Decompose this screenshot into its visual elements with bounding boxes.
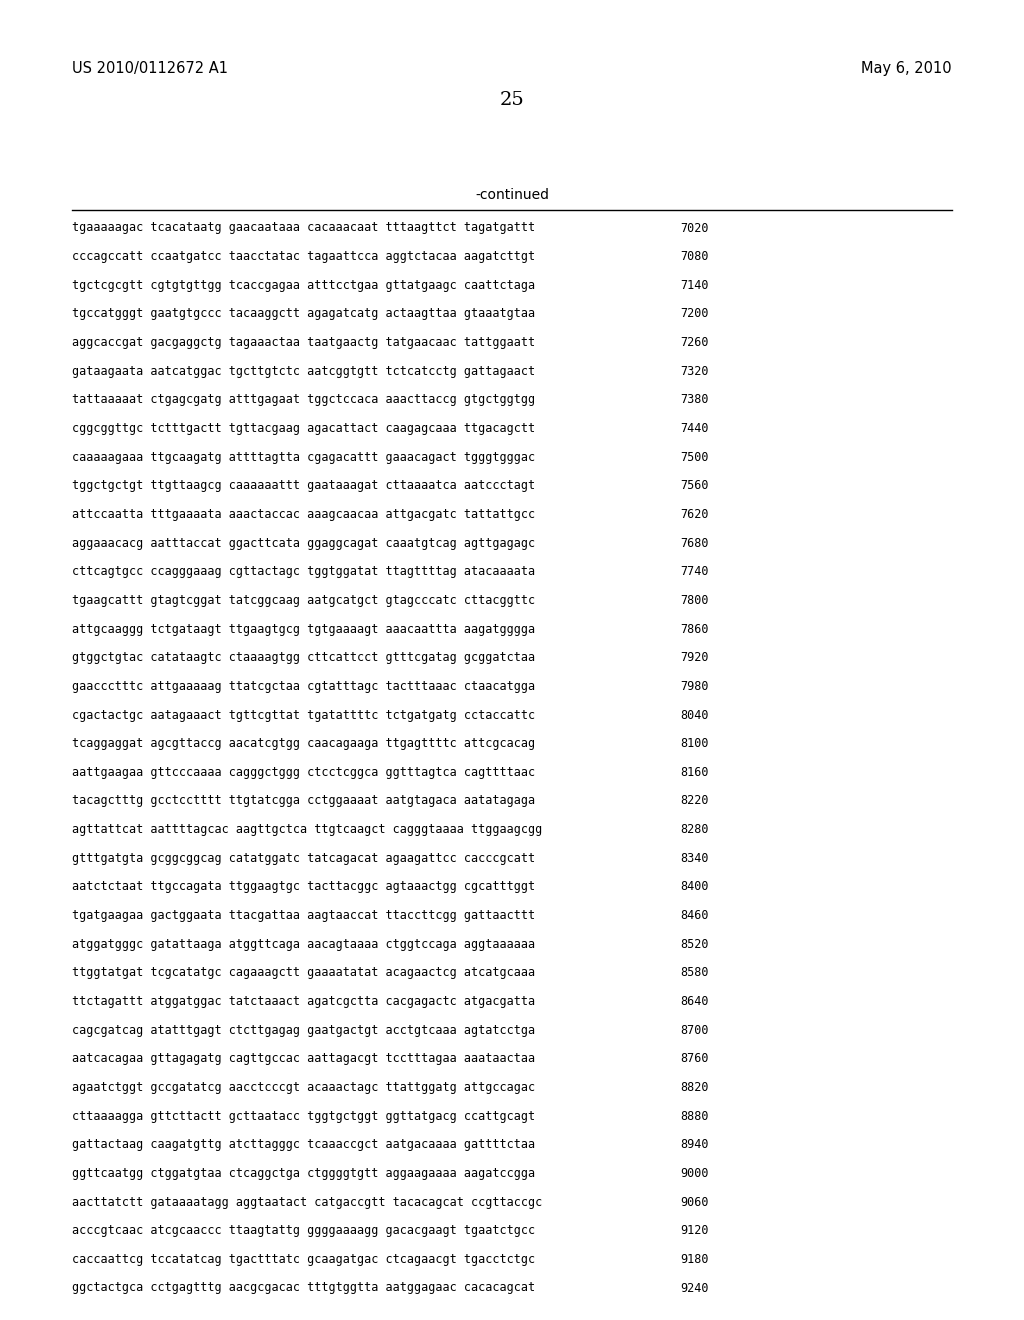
Text: 7260: 7260 — [680, 337, 709, 348]
Text: US 2010/0112672 A1: US 2010/0112672 A1 — [72, 61, 228, 75]
Text: aggcaccgat gacgaggctg tagaaactaa taatgaactg tatgaacaac tattggaatt: aggcaccgat gacgaggctg tagaaactaa taatgaa… — [72, 337, 536, 348]
Text: 8940: 8940 — [680, 1138, 709, 1151]
Text: 7380: 7380 — [680, 393, 709, 407]
Text: 7560: 7560 — [680, 479, 709, 492]
Text: ggttcaatgg ctggatgtaa ctcaggctga ctggggtgtt aggaagaaaa aagatccgga: ggttcaatgg ctggatgtaa ctcaggctga ctggggt… — [72, 1167, 536, 1180]
Text: 8460: 8460 — [680, 909, 709, 923]
Text: tattaaaaat ctgagcgatg atttgagaat tggctccaca aaacttaccg gtgctggtgg: tattaaaaat ctgagcgatg atttgagaat tggctcc… — [72, 393, 536, 407]
Text: gaaccctttc attgaaaaag ttatcgctaa cgtatttagc tactttaaac ctaacatgga: gaaccctttc attgaaaaag ttatcgctaa cgtattt… — [72, 680, 536, 693]
Text: 7800: 7800 — [680, 594, 709, 607]
Text: gtttgatgta gcggcggcag catatggatc tatcagacat agaagattcc cacccgcatt: gtttgatgta gcggcggcag catatggatc tatcaga… — [72, 851, 536, 865]
Text: 8820: 8820 — [680, 1081, 709, 1094]
Text: 8340: 8340 — [680, 851, 709, 865]
Text: atggatgggc gatattaaga atggttcaga aacagtaaaa ctggtccaga aggtaaaaaa: atggatgggc gatattaaga atggttcaga aacagta… — [72, 937, 536, 950]
Text: cggcggttgc tctttgactt tgttacgaag agacattact caagagcaaa ttgacagctt: cggcggttgc tctttgactt tgttacgaag agacatt… — [72, 422, 536, 436]
Text: 8160: 8160 — [680, 766, 709, 779]
Text: cgactactgc aatagaaact tgttcgttat tgatattttc tctgatgatg cctaccattc: cgactactgc aatagaaact tgttcgttat tgatatt… — [72, 709, 536, 722]
Text: 7020: 7020 — [680, 222, 709, 235]
Text: agaatctggt gccgatatcg aacctcccgt acaaactagc ttattggatg attgccagac: agaatctggt gccgatatcg aacctcccgt acaaact… — [72, 1081, 536, 1094]
Text: tgctcgcgtt cgtgtgttgg tcaccgagaa atttcctgaa gttatgaagc caattctaga: tgctcgcgtt cgtgtgttgg tcaccgagaa atttcct… — [72, 279, 536, 292]
Text: ttggtatgat tcgcatatgc cagaaagctt gaaaatatat acagaactcg atcatgcaaa: ttggtatgat tcgcatatgc cagaaagctt gaaaata… — [72, 966, 536, 979]
Text: cttcagtgcc ccagggaaag cgttactagc tggtggatat ttagttttag atacaaaata: cttcagtgcc ccagggaaag cgttactagc tggtgga… — [72, 565, 536, 578]
Text: 8640: 8640 — [680, 995, 709, 1008]
Text: 9180: 9180 — [680, 1253, 709, 1266]
Text: tggctgctgt ttgttaagcg caaaaaattt gaataaagat cttaaaatca aatccctagt: tggctgctgt ttgttaagcg caaaaaattt gaataaa… — [72, 479, 536, 492]
Text: 8520: 8520 — [680, 937, 709, 950]
Text: 8700: 8700 — [680, 1024, 709, 1036]
Text: aattgaagaa gttcccaaaa cagggctggg ctcctcggca ggtttagtca cagttttaac: aattgaagaa gttcccaaaa cagggctggg ctcctcg… — [72, 766, 536, 779]
Text: gataagaata aatcatggac tgcttgtctc aatcggtgtt tctcatcctg gattagaact: gataagaata aatcatggac tgcttgtctc aatcggt… — [72, 364, 536, 378]
Text: 9000: 9000 — [680, 1167, 709, 1180]
Text: aacttatctt gataaaatagg aggtaatact catgaccgtt tacacagcat ccgttaccgc: aacttatctt gataaaatagg aggtaatact catgac… — [72, 1196, 543, 1209]
Text: 8220: 8220 — [680, 795, 709, 808]
Text: 9240: 9240 — [680, 1282, 709, 1295]
Text: gtggctgtac catataagtc ctaaaagtgg cttcattcct gtttcgatag gcggatctaa: gtggctgtac catataagtc ctaaaagtgg cttcatt… — [72, 651, 536, 664]
Text: 7440: 7440 — [680, 422, 709, 436]
Text: ttctagattt atggatggac tatctaaact agatcgctta cacgagactc atgacgatta: ttctagattt atggatggac tatctaaact agatcgc… — [72, 995, 536, 1008]
Text: aatctctaat ttgccagata ttggaagtgc tacttacggc agtaaactgg cgcatttggt: aatctctaat ttgccagata ttggaagtgc tacttac… — [72, 880, 536, 894]
Text: 7140: 7140 — [680, 279, 709, 292]
Text: tgatgaagaa gactggaata ttacgattaa aagtaaccat ttaccttcgg gattaacttt: tgatgaagaa gactggaata ttacgattaa aagtaac… — [72, 909, 536, 923]
Text: cttaaaagga gttcttactt gcttaatacc tggtgctggt ggttatgacg ccattgcagt: cttaaaagga gttcttactt gcttaatacc tggtgct… — [72, 1110, 536, 1122]
Text: 8580: 8580 — [680, 966, 709, 979]
Text: 7740: 7740 — [680, 565, 709, 578]
Text: tcaggaggat agcgttaccg aacatcgtgg caacagaaga ttgagttttc attcgcacag: tcaggaggat agcgttaccg aacatcgtgg caacaga… — [72, 737, 536, 750]
Text: 7680: 7680 — [680, 537, 709, 549]
Text: 8880: 8880 — [680, 1110, 709, 1122]
Text: May 6, 2010: May 6, 2010 — [861, 61, 952, 75]
Text: attccaatta tttgaaaata aaactaccac aaagcaacaa attgacgatc tattattgcc: attccaatta tttgaaaata aaactaccac aaagcaa… — [72, 508, 536, 521]
Text: 9120: 9120 — [680, 1224, 709, 1237]
Text: caaaaagaaa ttgcaagatg attttagtta cgagacattt gaaacagact tgggtgggac: caaaaagaaa ttgcaagatg attttagtta cgagaca… — [72, 450, 536, 463]
Text: 9060: 9060 — [680, 1196, 709, 1209]
Text: acccgtcaac atcgcaaccc ttaagtattg ggggaaaagg gacacgaagt tgaatctgcc: acccgtcaac atcgcaaccc ttaagtattg ggggaaa… — [72, 1224, 536, 1237]
Text: 7980: 7980 — [680, 680, 709, 693]
Text: cagcgatcag atatttgagt ctcttgagag gaatgactgt acctgtcaaa agtatcctga: cagcgatcag atatttgagt ctcttgagag gaatgac… — [72, 1024, 536, 1036]
Text: agttattcat aattttagcac aagttgctca ttgtcaagct cagggtaaaa ttggaagcgg: agttattcat aattttagcac aagttgctca ttgtca… — [72, 824, 543, 836]
Text: attgcaaggg tctgataagt ttgaagtgcg tgtgaaaagt aaacaattta aagatgggga: attgcaaggg tctgataagt ttgaagtgcg tgtgaaa… — [72, 623, 536, 636]
Text: tgccatgggt gaatgtgccc tacaaggctt agagatcatg actaagttaa gtaaatgtaa: tgccatgggt gaatgtgccc tacaaggctt agagatc… — [72, 308, 536, 321]
Text: 8760: 8760 — [680, 1052, 709, 1065]
Text: 7500: 7500 — [680, 450, 709, 463]
Text: 8040: 8040 — [680, 709, 709, 722]
Text: 7620: 7620 — [680, 508, 709, 521]
Text: -continued: -continued — [475, 187, 549, 202]
Text: aggaaacacg aatttaccat ggacttcata ggaggcagat caaatgtcag agttgagagc: aggaaacacg aatttaccat ggacttcata ggaggca… — [72, 537, 536, 549]
Text: 8280: 8280 — [680, 824, 709, 836]
Text: tgaaaaagac tcacataatg gaacaataaa cacaaacaat tttaagttct tagatgattt: tgaaaaagac tcacataatg gaacaataaa cacaaac… — [72, 222, 536, 235]
Text: 8100: 8100 — [680, 737, 709, 750]
Text: 7320: 7320 — [680, 364, 709, 378]
Text: tacagctttg gcctcctttt ttgtatcgga cctggaaaat aatgtagaca aatatagaga: tacagctttg gcctcctttt ttgtatcgga cctggaa… — [72, 795, 536, 808]
Text: ggctactgca cctgagtttg aacgcgacac tttgtggtta aatggagaac cacacagcat: ggctactgca cctgagtttg aacgcgacac tttgtgg… — [72, 1282, 536, 1295]
Text: 7920: 7920 — [680, 651, 709, 664]
Text: 7080: 7080 — [680, 251, 709, 263]
Text: tgaagcattt gtagtcggat tatcggcaag aatgcatgct gtagcccatc cttacggttc: tgaagcattt gtagtcggat tatcggcaag aatgcat… — [72, 594, 536, 607]
Text: 25: 25 — [500, 91, 524, 110]
Text: 7860: 7860 — [680, 623, 709, 636]
Text: aatcacagaa gttagagatg cagttgccac aattagacgt tcctttagaa aaataactaa: aatcacagaa gttagagatg cagttgccac aattaga… — [72, 1052, 536, 1065]
Text: 8400: 8400 — [680, 880, 709, 894]
Text: caccaattcg tccatatcag tgactttatc gcaagatgac ctcagaacgt tgacctctgc: caccaattcg tccatatcag tgactttatc gcaagat… — [72, 1253, 536, 1266]
Text: 7200: 7200 — [680, 308, 709, 321]
Text: cccagccatt ccaatgatcc taacctatac tagaattcca aggtctacaa aagatcttgt: cccagccatt ccaatgatcc taacctatac tagaatt… — [72, 251, 536, 263]
Text: gattactaag caagatgttg atcttagggc tcaaaccgct aatgacaaaa gattttctaa: gattactaag caagatgttg atcttagggc tcaaacc… — [72, 1138, 536, 1151]
